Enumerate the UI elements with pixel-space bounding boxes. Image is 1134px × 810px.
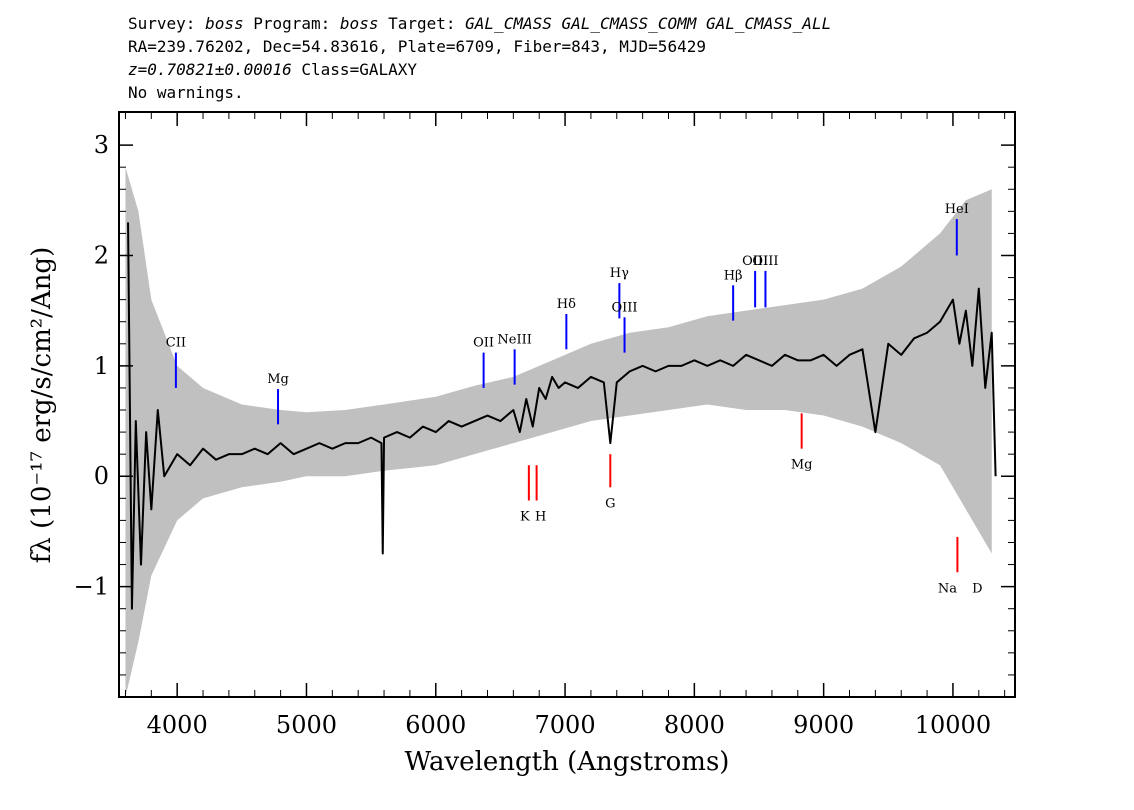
x-tick-label: 6000 — [405, 711, 466, 739]
absorption-line-label: Mg — [791, 458, 813, 473]
absorption-line-label: K — [520, 510, 530, 525]
axes: 4000 5000 6000 7000 8000 9000 10000 −1 0 1 2 3 — [74, 112, 1015, 739]
absorption-line-label: D — [972, 581, 982, 596]
spectrum-header: Survey: boss Program: boss Target: GAL_C… — [128, 12, 831, 104]
x-tick-label: 4000 — [147, 711, 208, 739]
plot-frame — [118, 111, 1016, 698]
x-tick-label: 7000 — [535, 711, 596, 739]
y-tick-label: 1 — [94, 352, 109, 380]
emission-line-label: HeI — [945, 202, 969, 217]
emission-line-label: Hδ — [557, 297, 576, 312]
absorption-line-label: Na — [938, 581, 957, 596]
emission-line-label: OIII — [752, 254, 778, 269]
header-line-3: z=0.70821±0.00016 Class=GALAXY — [128, 60, 417, 79]
emission-line-label: Hγ — [610, 266, 629, 281]
header-line-4: No warnings. — [128, 83, 244, 102]
x-tick-label: 8000 — [664, 711, 725, 739]
flux-line — [127, 222, 997, 610]
x-tick-label: 10000 — [915, 711, 991, 739]
header-line-2: RA=239.76202, Dec=54.83616, Plate=6709, … — [128, 37, 706, 56]
x-tick-label: 5000 — [276, 711, 337, 739]
y-tick-label: 3 — [94, 131, 109, 159]
y-tick-label: 0 — [94, 462, 109, 490]
y-axis-title: fλ (10⁻¹⁷ erg/s/cm²/Ang) — [27, 247, 57, 563]
emission-line-label: OII — [473, 336, 494, 351]
x-axis-title: Wavelength (Angstroms) — [405, 747, 730, 777]
error-envelope — [125, 167, 992, 697]
x-tick-label: 9000 — [793, 711, 854, 739]
y-tick-label: −1 — [74, 573, 109, 601]
y-tick-label: 2 — [94, 241, 109, 269]
emission-line-label: OIII — [611, 300, 637, 315]
plot-area — [125, 167, 997, 697]
emission-line-label: NeIII — [497, 332, 531, 347]
emission-line-label: OIII — [742, 254, 768, 269]
absorption-line-label: G — [605, 496, 615, 511]
header-line-1: Survey: boss Program: boss Target: GAL_C… — [128, 14, 832, 33]
emission-line-label: CII — [166, 336, 186, 351]
emission-line-label: Mg — [267, 372, 289, 387]
emission-line-label: Hβ — [724, 268, 743, 283]
absorption-line-label: H — [535, 510, 546, 525]
